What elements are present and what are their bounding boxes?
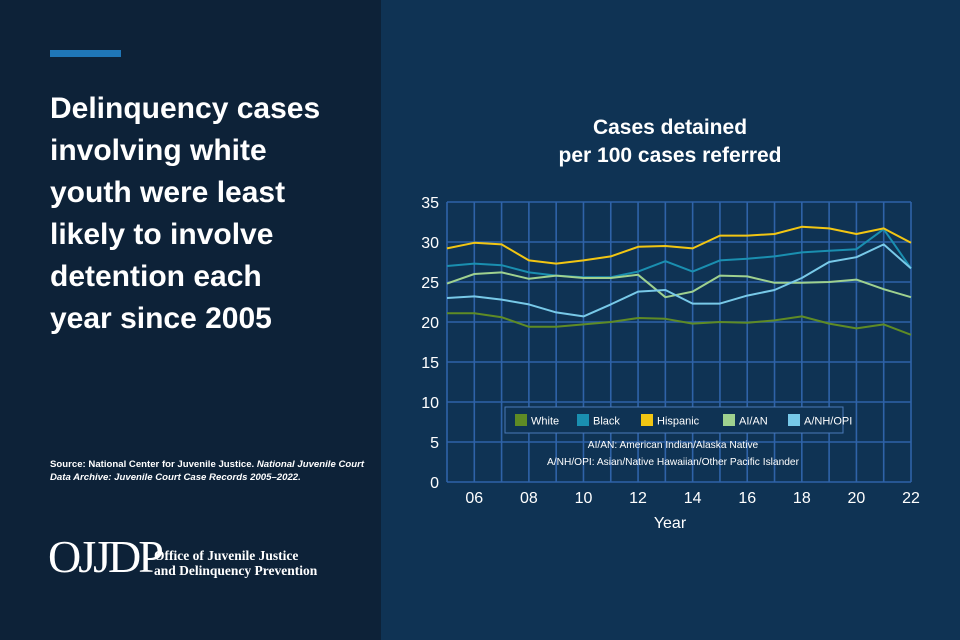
headline-line: year since 2005 [50,302,272,335]
source-italic: National Juvenile Court Data Archive: Ju… [50,459,365,483]
logo-line-1: Office of Juvenile Justice [154,548,299,563]
headline: Delinquency cases involving white youth … [50,88,370,340]
source-note: Source: National Center for Juvenile Jus… [50,458,365,484]
legend-label: White [531,416,559,428]
x-axis-label: Year [654,515,687,532]
chart-legend: White Black Hispanic AI/AN A/NH/OPI [504,406,852,434]
x-tick-label: 16 [738,490,756,507]
y-tick-label: 30 [421,235,439,252]
chart-axes: 0 5 10 15 20 25 30 35 06 08 10 12 14 16 18 20 22 [421,195,920,507]
chart-title-line-2: per 100 cases referred [558,144,782,167]
left-panel: Delinquency cases involving white youth … [0,0,381,640]
ojjdp-logo: OJJDP Office of Juvenile Justice and Del… [48,532,348,590]
x-tick-label: 06 [465,490,483,507]
chart-title-line-1: Cases detained [592,116,748,139]
headline-line: detention each [50,260,262,293]
legend-swatch [723,414,735,426]
y-tick-label: 35 [421,195,439,212]
legend-label: Black [593,416,620,428]
source-prefix: Source: National Center for Juvenile Jus… [50,459,255,470]
logo-line-2: and Delinquency Prevention [154,563,318,578]
y-tick-label: 10 [421,395,439,412]
x-tick-label: 12 [629,490,647,507]
series-line-white [447,312,912,336]
x-tick-label: 22 [902,490,920,507]
legend-swatch [577,414,589,426]
logo-mark: OJJDP [48,531,164,582]
y-tick-label: 15 [421,355,439,372]
chart-title: Cases detained per 100 cases referred [470,114,870,170]
legend-label: A/NH/OPI [804,416,852,428]
legend-swatch [641,414,653,426]
headline-line: youth were least [50,176,286,209]
legend-swatch [788,414,800,426]
y-tick-label: 0 [430,475,439,492]
chart-series [446,225,912,336]
series-line-a-nh-opi [446,243,912,318]
legend-note-ai-an: AI/AN: American Indian/Alaska Native [588,440,759,451]
x-tick-label: 08 [520,490,538,507]
legend-box [504,406,844,434]
x-tick-label: 14 [684,490,702,507]
legend-swatch [515,414,527,426]
chart-grid [446,201,912,483]
x-tick-label: 20 [848,490,866,507]
y-tick-label: 5 [430,435,439,452]
x-tick-label: 10 [575,490,593,507]
x-tick-label: 18 [793,490,811,507]
logo-text: Office of Juvenile Justice and Delinquen… [154,548,317,578]
series-line-ai-an [446,271,912,299]
headline-line: likely to involve [50,218,274,251]
headline-line: involving white [50,134,267,167]
y-tick-label: 25 [421,275,439,292]
accent-bar [50,50,121,57]
series-line-black [446,228,912,279]
legend-label: Hispanic [657,416,700,428]
headline-line: Delinquency cases [50,92,321,125]
series-line-hispanic [446,225,912,265]
y-tick-label: 20 [421,315,439,332]
legend-label: AI/AN [739,416,768,428]
line-chart: 0 5 10 15 20 25 30 35 06 08 10 12 14 16 18 20 22 White Bl… [421,195,920,532]
legend-note-a-nh-opi: A/NH/OPI: Asian/Native Hawaiian/Other Pa… [547,457,800,468]
